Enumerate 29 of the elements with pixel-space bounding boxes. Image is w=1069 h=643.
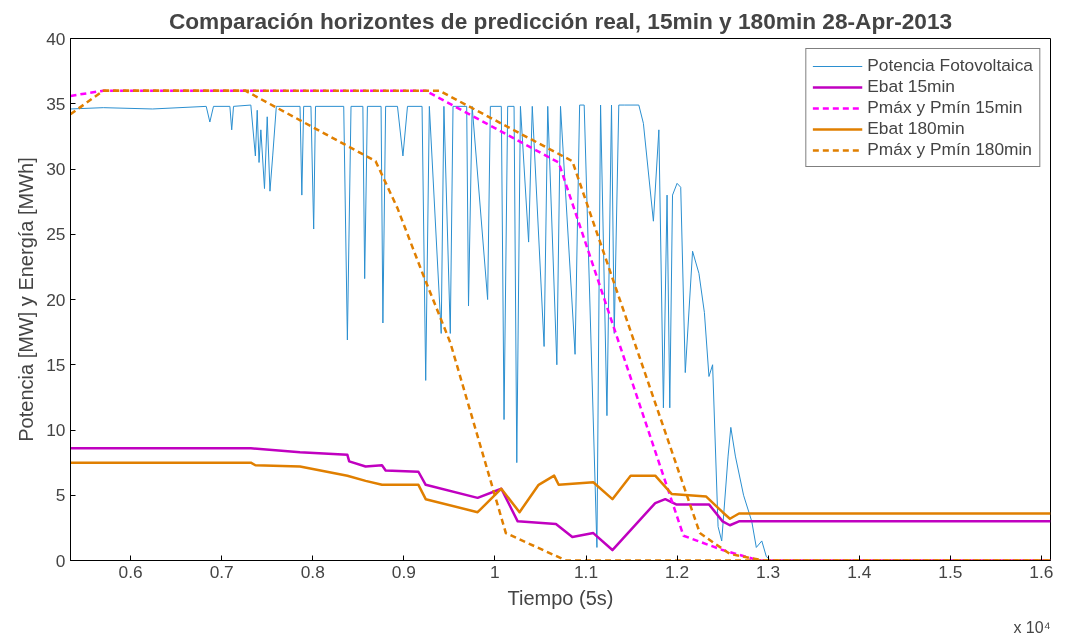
x-tick-label: 0.9: [391, 561, 416, 582]
y-axis-title: Potencia [MW] y Energía [MWh]: [15, 157, 38, 442]
y-tick-label: 30: [46, 159, 66, 179]
y-tick-label: 0: [55, 550, 66, 571]
x-tick-label: 1.1: [573, 561, 599, 582]
x-tick-label: 1: [490, 561, 500, 582]
x-tick-label: 0.8: [300, 561, 325, 582]
legend-label: Potencia Fotovoltaica: [867, 55, 1033, 76]
x-axis-title: Tiempo (5s): [507, 586, 614, 609]
y-tick-label: 35: [46, 93, 66, 114]
x-tick-label: 1.5: [938, 561, 963, 582]
x-tick-label: 1.2: [665, 561, 690, 582]
legend-label: Pmáx y Pmín 15min: [867, 97, 1023, 118]
x-tick-label: 1.4: [847, 561, 872, 582]
y-tick-label: 40: [46, 28, 66, 49]
x-tick-label: 1.3: [756, 561, 781, 582]
x-tick-label: 0.7: [209, 561, 234, 582]
legend-label: Ebat 180min: [867, 118, 965, 139]
y-tick-label: 20: [46, 289, 66, 310]
legend-label: Pmáx y Pmín 180min: [867, 139, 1032, 160]
legend-label: Ebat 15min: [867, 76, 955, 97]
x-tick-label: 0.6: [118, 561, 143, 582]
x-tick-label: 1.6: [1029, 561, 1054, 582]
chart-title: Comparación horizontes de predicción real, 15min y 180min 28-Apr-2013: [168, 7, 953, 34]
y-tick-label: 5: [55, 485, 66, 506]
text: x 10⁴: [1013, 618, 1051, 636]
y-tick-label: 15: [46, 354, 66, 375]
y-tick-label: 25: [46, 224, 66, 245]
y-tick-label: 10: [46, 420, 66, 440]
